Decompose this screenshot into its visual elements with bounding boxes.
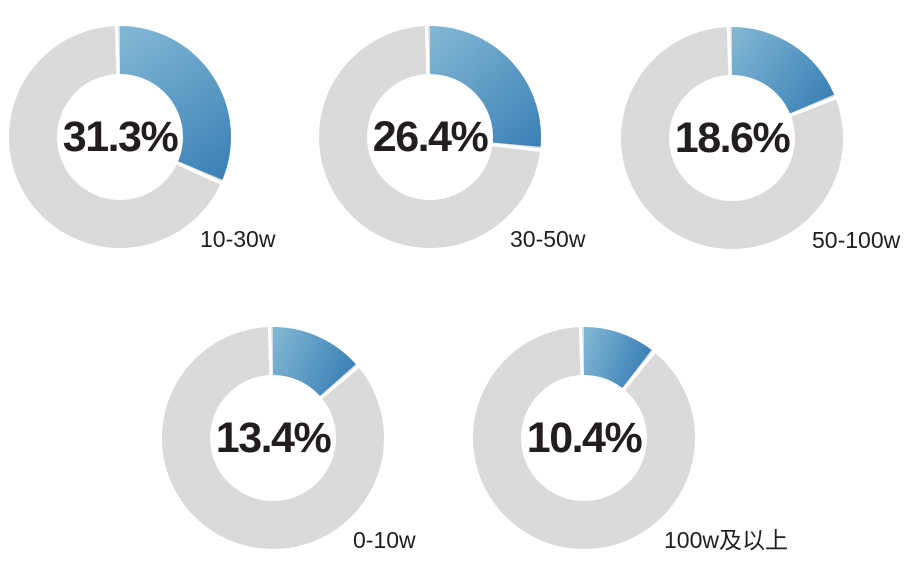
donut-100w-and-above: 10.4% 100w及以上	[473, 325, 788, 552]
donut-ring-0-10w	[162, 325, 384, 549]
donut-ring-100w-and-above	[473, 325, 695, 549]
donut-category-label: 50-100w	[812, 227, 901, 253]
donut-50-100w: 18.6% 50-100w	[621, 25, 900, 252]
donut-category-label: 30-50w	[510, 226, 586, 252]
donut-30-50w: 26.4% 30-50w	[319, 24, 585, 251]
donut-ring-50-100w	[621, 25, 843, 249]
donut-category-label: 0-10w	[353, 527, 416, 553]
donut-category-label: 10-30w	[200, 226, 276, 252]
donut-category-label: 100w及以上	[664, 527, 788, 553]
donut-ring-10-30w	[9, 24, 232, 248]
donut-10-30w: 31.3% 10-30w	[9, 24, 275, 251]
donut-ring-30-50w	[319, 24, 543, 248]
donut-0-10w: 13.4% 0-10w	[162, 325, 416, 552]
